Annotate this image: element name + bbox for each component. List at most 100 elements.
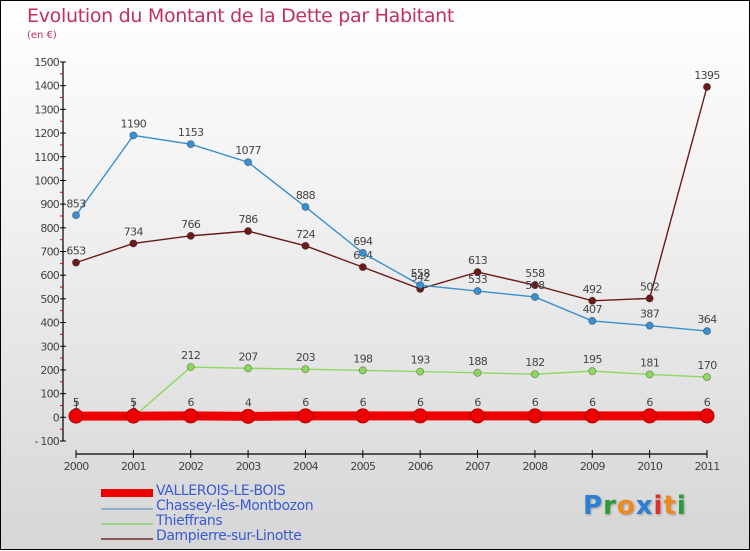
data-point bbox=[302, 366, 309, 373]
proxiti-logo: Proxiti bbox=[583, 491, 687, 521]
y-tick-label: 300 bbox=[40, 340, 59, 353]
data-label: 734 bbox=[124, 225, 144, 238]
data-label: 203 bbox=[296, 351, 316, 364]
x-tick-label: 2009 bbox=[580, 460, 606, 473]
data-point bbox=[130, 240, 137, 247]
legend-label: VALLEROIS-LE-BOIS bbox=[156, 483, 285, 499]
data-label: 888 bbox=[296, 189, 316, 202]
data-label: 5 bbox=[73, 396, 80, 409]
data-point bbox=[187, 363, 194, 370]
data-point bbox=[241, 409, 255, 423]
data-label: 653 bbox=[66, 245, 86, 258]
data-point bbox=[244, 228, 251, 235]
data-label: 387 bbox=[640, 308, 660, 321]
data-label: 1190 bbox=[121, 117, 147, 130]
legend-swatch bbox=[101, 508, 153, 510]
y-tick-label: 1000 bbox=[34, 174, 60, 187]
data-point bbox=[72, 259, 79, 266]
legend-swatch bbox=[101, 489, 153, 497]
logo-letter: o bbox=[617, 491, 636, 521]
data-label: 6 bbox=[532, 396, 539, 409]
data-point bbox=[417, 368, 424, 375]
y-tick-label: 700 bbox=[40, 246, 59, 259]
data-label: 694 bbox=[353, 235, 373, 248]
data-point bbox=[585, 409, 599, 423]
y-tick-label: 900 bbox=[40, 198, 59, 211]
y-tick-label: 100 bbox=[40, 388, 59, 401]
y-tick-label: 600 bbox=[40, 269, 59, 282]
y-tick-label: 1100 bbox=[34, 151, 60, 164]
data-point bbox=[187, 141, 194, 148]
data-label: 1395 bbox=[694, 69, 720, 82]
data-label: 364 bbox=[697, 313, 717, 326]
data-point bbox=[184, 409, 198, 423]
data-point bbox=[302, 242, 309, 249]
data-point bbox=[531, 293, 538, 300]
series-line-1 bbox=[76, 135, 707, 331]
data-label: 533 bbox=[468, 273, 488, 286]
data-point bbox=[474, 369, 481, 376]
x-tick-label: 2006 bbox=[408, 460, 434, 473]
data-point bbox=[359, 249, 366, 256]
data-point bbox=[589, 317, 596, 324]
y-tick-label: 500 bbox=[40, 293, 59, 306]
data-label: 558 bbox=[411, 267, 431, 280]
legend-swatch bbox=[101, 538, 153, 540]
y-tick-label: 400 bbox=[40, 317, 59, 330]
y-tick-label: 0 bbox=[53, 411, 60, 424]
data-label: 613 bbox=[468, 254, 488, 267]
series-line-2 bbox=[76, 367, 707, 417]
data-point bbox=[359, 264, 366, 271]
data-label: 6 bbox=[704, 396, 711, 409]
data-label: 786 bbox=[238, 213, 258, 226]
data-label: 6 bbox=[474, 396, 481, 409]
legend-label: Chassey-lès-Montbozon bbox=[156, 498, 313, 514]
data-point bbox=[359, 367, 366, 374]
data-point bbox=[703, 373, 710, 380]
y-tick-label: 200 bbox=[40, 364, 59, 377]
data-label: 853 bbox=[66, 197, 86, 210]
logo-letter: x bbox=[636, 491, 654, 521]
data-point bbox=[643, 409, 657, 423]
data-point bbox=[703, 327, 710, 334]
data-point bbox=[187, 232, 194, 239]
data-label: 502 bbox=[640, 280, 659, 293]
y-tick-label: - 100 bbox=[35, 435, 60, 448]
legend-label: Dampierre-sur-Linotte bbox=[156, 528, 301, 544]
logo-letter: i bbox=[677, 491, 687, 521]
data-point bbox=[130, 132, 137, 139]
y-tick-label: 1200 bbox=[34, 127, 60, 140]
data-label: 6 bbox=[188, 396, 195, 409]
data-label: 188 bbox=[468, 355, 488, 368]
data-label: 6 bbox=[360, 396, 367, 409]
data-point bbox=[356, 409, 370, 423]
data-label: 4 bbox=[245, 396, 252, 409]
data-label: 170 bbox=[697, 359, 717, 372]
logo-letter: r bbox=[603, 491, 617, 521]
x-tick-label: 2002 bbox=[178, 460, 203, 473]
data-point bbox=[646, 322, 653, 329]
legend-label: Thieffrans bbox=[156, 513, 222, 529]
data-point bbox=[413, 409, 427, 423]
y-tick-label: 800 bbox=[40, 222, 59, 235]
data-label: 193 bbox=[411, 354, 431, 367]
logo-letter: i bbox=[654, 491, 664, 521]
data-point bbox=[474, 287, 481, 294]
data-point bbox=[531, 371, 538, 378]
data-label: 198 bbox=[353, 352, 373, 365]
data-label: 212 bbox=[181, 349, 200, 362]
data-label: 1077 bbox=[235, 144, 261, 157]
data-point bbox=[126, 409, 140, 423]
y-tick-label: 1400 bbox=[34, 80, 60, 93]
data-label: 6 bbox=[589, 396, 596, 409]
y-tick-label: 1500 bbox=[34, 56, 60, 69]
data-label: 492 bbox=[583, 283, 602, 296]
x-tick-label: 2010 bbox=[637, 460, 663, 473]
x-tick-label: 2000 bbox=[64, 460, 90, 473]
data-label: 1153 bbox=[178, 126, 204, 139]
y-tick-label: 1300 bbox=[34, 103, 60, 116]
data-label: 195 bbox=[583, 353, 603, 366]
data-label: 182 bbox=[525, 356, 544, 369]
data-label: 6 bbox=[646, 396, 653, 409]
